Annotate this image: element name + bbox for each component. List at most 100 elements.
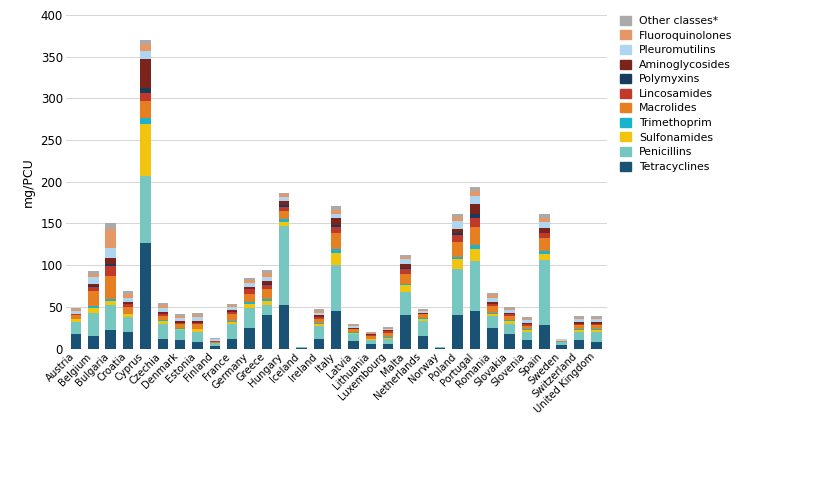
Bar bbox=[486, 295, 497, 298]
Bar bbox=[365, 332, 376, 333]
Bar bbox=[227, 312, 237, 314]
Bar bbox=[486, 302, 497, 304]
Bar bbox=[278, 201, 289, 205]
Bar bbox=[365, 339, 376, 340]
Bar bbox=[227, 321, 237, 322]
Bar bbox=[106, 257, 115, 264]
Bar bbox=[88, 277, 98, 283]
Bar bbox=[210, 340, 219, 341]
Bar bbox=[331, 252, 341, 265]
Bar bbox=[157, 305, 168, 308]
Bar bbox=[590, 319, 601, 322]
Bar bbox=[88, 308, 98, 313]
Bar bbox=[261, 285, 272, 289]
Bar bbox=[210, 339, 219, 340]
Bar bbox=[417, 311, 428, 313]
Bar bbox=[521, 340, 532, 349]
Bar bbox=[452, 235, 462, 242]
Bar bbox=[278, 197, 289, 201]
Bar bbox=[278, 305, 289, 349]
Bar bbox=[106, 276, 115, 299]
Bar bbox=[278, 205, 289, 207]
Bar bbox=[590, 330, 601, 332]
Bar bbox=[157, 339, 168, 349]
Bar bbox=[382, 330, 393, 331]
Bar bbox=[106, 305, 115, 330]
Bar bbox=[348, 333, 359, 335]
Bar bbox=[157, 312, 168, 314]
Bar bbox=[140, 51, 151, 59]
Bar bbox=[504, 316, 514, 320]
Bar bbox=[70, 308, 81, 309]
Bar bbox=[382, 328, 393, 329]
Bar bbox=[504, 307, 514, 309]
Bar bbox=[521, 332, 532, 340]
Bar bbox=[157, 308, 168, 312]
Bar bbox=[539, 218, 549, 222]
Bar bbox=[382, 338, 393, 340]
Bar bbox=[331, 265, 341, 311]
Bar bbox=[296, 347, 306, 348]
Bar bbox=[244, 328, 255, 349]
Bar bbox=[261, 299, 272, 301]
Bar bbox=[573, 330, 583, 332]
Bar bbox=[539, 325, 549, 349]
Bar bbox=[244, 293, 255, 302]
Bar bbox=[573, 316, 583, 318]
Bar bbox=[192, 329, 202, 332]
Bar bbox=[452, 259, 462, 269]
Bar bbox=[244, 280, 255, 283]
Bar bbox=[174, 328, 185, 329]
Bar bbox=[365, 345, 376, 349]
Bar bbox=[521, 329, 532, 330]
Bar bbox=[106, 229, 115, 248]
Bar bbox=[174, 318, 185, 321]
Bar bbox=[210, 338, 219, 339]
Bar bbox=[435, 347, 445, 348]
Bar bbox=[469, 191, 480, 196]
Bar bbox=[227, 324, 237, 339]
Bar bbox=[417, 314, 428, 318]
Bar bbox=[70, 315, 81, 319]
Legend: Other classes*, Fluoroquinolones, Pleuromutilins, Aminoglycosides, Polymyxins, L: Other classes*, Fluoroquinolones, Pleuro… bbox=[617, 13, 734, 174]
Bar bbox=[157, 316, 168, 320]
Bar bbox=[123, 298, 133, 302]
Bar bbox=[174, 330, 185, 340]
Bar bbox=[261, 289, 272, 299]
Bar bbox=[348, 341, 359, 349]
Bar bbox=[486, 298, 497, 302]
Bar bbox=[590, 332, 601, 342]
Bar bbox=[210, 341, 219, 342]
Bar bbox=[140, 101, 151, 118]
Bar bbox=[504, 314, 514, 316]
Bar bbox=[573, 325, 583, 329]
Bar bbox=[469, 245, 480, 249]
Bar bbox=[365, 336, 376, 339]
Bar bbox=[106, 264, 115, 266]
Bar bbox=[244, 308, 255, 328]
Bar bbox=[521, 320, 532, 323]
Bar bbox=[88, 271, 98, 273]
Bar bbox=[70, 334, 81, 349]
Bar bbox=[123, 317, 133, 332]
Bar bbox=[504, 309, 514, 310]
Bar bbox=[539, 229, 549, 233]
Bar bbox=[313, 309, 324, 311]
Bar bbox=[382, 329, 393, 330]
Bar bbox=[261, 301, 272, 305]
Bar bbox=[140, 176, 151, 243]
Bar bbox=[521, 330, 532, 332]
Bar bbox=[140, 88, 151, 93]
Bar bbox=[382, 333, 393, 337]
Bar bbox=[140, 93, 151, 101]
Bar bbox=[590, 329, 601, 330]
Bar bbox=[452, 214, 462, 217]
Bar bbox=[278, 226, 289, 305]
Bar bbox=[70, 322, 81, 334]
Bar bbox=[313, 326, 324, 339]
Y-axis label: mg/PCU: mg/PCU bbox=[22, 157, 35, 207]
Bar bbox=[157, 320, 168, 321]
Bar bbox=[382, 331, 393, 333]
Bar bbox=[573, 332, 583, 340]
Bar bbox=[382, 327, 393, 328]
